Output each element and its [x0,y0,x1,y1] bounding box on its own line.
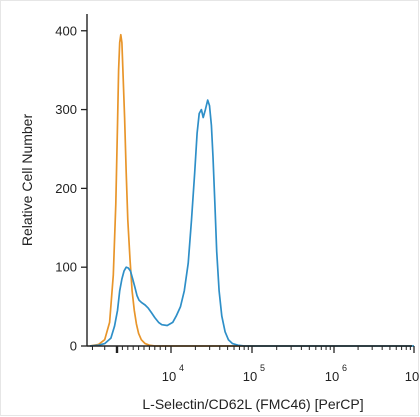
series-line-1 [89,33,414,347]
x-tick-label-exponent: 4 [179,363,184,373]
x-tick-label-base: 10 [325,369,339,384]
x-axis-label: L-Selectin/CD62L (FMC46) [PerCP] [142,396,363,412]
y-tick-label: 300 [55,102,77,117]
y-tick-label: 100 [55,260,77,275]
x-tick-label-base: 10 [162,369,176,384]
y-tick-label: 0 [70,339,77,354]
x-tick-label-base: 10 [243,369,257,384]
y-axis-label: Relative Cell Number [19,114,35,247]
series-layer [89,33,414,347]
x-tick-label-exponent: 6 [342,363,347,373]
x-tick-label-exponent: 5 [260,363,265,373]
y-tick-label: 400 [55,23,77,38]
x-tick-label-base: 10 [405,369,419,384]
y-ticks-layer: 0 100 200 300 400 [55,23,87,354]
x-ticks-layer: 104105106107 [91,346,419,384]
series-line-2 [89,99,414,347]
axes-layer [86,14,412,347]
y-tick-label: 200 [55,181,77,196]
